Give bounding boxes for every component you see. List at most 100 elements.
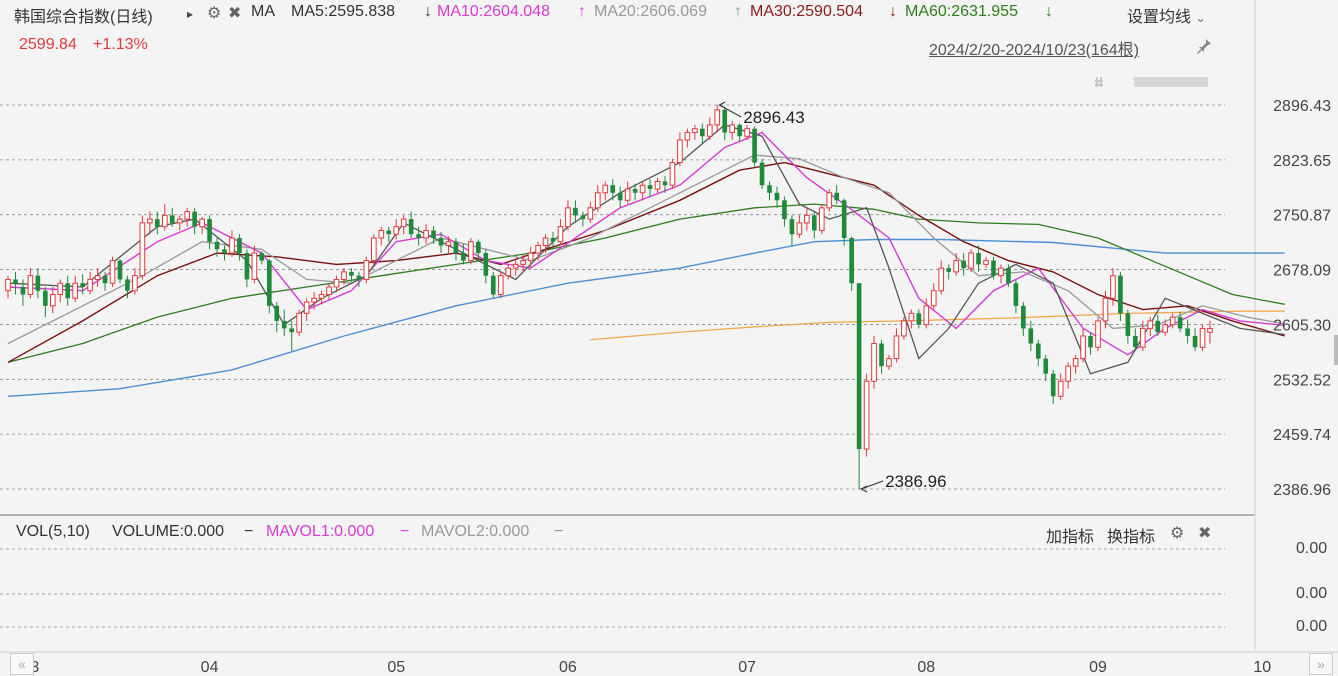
- vol-gear-icon[interactable]: ⚙: [1170, 525, 1185, 542]
- y-tick-label: 2386.96: [1273, 482, 1331, 499]
- candle-body: [856, 283, 862, 450]
- candle-body: [871, 343, 877, 382]
- candle-body: [1177, 317, 1183, 329]
- candle-body: [1185, 328, 1190, 336]
- candle-body: [946, 268, 952, 272]
- ma20-value: MA20:2606.069: [594, 3, 707, 20]
- candle-body: [938, 267, 945, 292]
- date-range[interactable]: 2024/2/20-2024/10/23(164根): [929, 42, 1139, 59]
- candle-body: [371, 237, 377, 262]
- y-tick-label: 2532.52: [1273, 372, 1331, 389]
- candle-body: [1050, 373, 1056, 397]
- play-icon[interactable]: ▸: [187, 7, 194, 21]
- vol-mavol2-dash: −: [554, 523, 564, 540]
- volume-grid: [0, 548, 1225, 628]
- ma10-arrow-icon: ↑: [578, 3, 586, 20]
- candle-body: [1065, 365, 1071, 382]
- double-chevron-right-icon: »: [1317, 656, 1325, 672]
- candle-body: [176, 218, 183, 224]
- candle-body: [27, 275, 34, 296]
- switch-indicator-button[interactable]: 换指标: [1107, 529, 1156, 546]
- candle-body: [378, 229, 385, 239]
- candle-body: [5, 278, 11, 292]
- chevron-down-icon: ⌄: [1195, 11, 1206, 25]
- candle-body: [669, 162, 676, 186]
- vol-volume: VOLUME:0.000: [112, 523, 225, 540]
- last-price: 2599.84: [19, 36, 77, 53]
- candle-body: [303, 301, 310, 314]
- price-grid: [0, 104, 1225, 490]
- pin-icon[interactable]: [1195, 37, 1213, 58]
- candle-body: [1043, 358, 1049, 374]
- candle-body: [729, 124, 736, 133]
- candle-body: [289, 328, 295, 333]
- candle-body: [20, 286, 26, 295]
- candle-body: [617, 192, 623, 201]
- candle-body: [155, 219, 160, 227]
- vol-tick-3: 0.00: [1296, 618, 1328, 635]
- candle-body: [237, 237, 242, 254]
- candle-body: [818, 207, 825, 231]
- candle-body: [886, 358, 892, 367]
- toolbar-strip: [1095, 77, 1208, 87]
- add-indicator-button[interactable]: 加指标: [1046, 529, 1095, 546]
- candle-body: [1169, 316, 1176, 326]
- ma20-arrow-icon: ↑: [734, 3, 742, 20]
- annotation-arrowhead: [859, 485, 868, 493]
- candle-body: [132, 275, 138, 292]
- candle-body: [244, 253, 250, 280]
- candle-body: [677, 139, 683, 164]
- candle-body: [587, 207, 594, 220]
- candle-body: [1057, 380, 1064, 397]
- close-icon[interactable]: ✖: [228, 5, 242, 22]
- scroll-left-button[interactable]: «: [10, 653, 34, 675]
- vol-mavol2: MAVOL2:0.000: [421, 523, 530, 540]
- candle-body: [863, 380, 870, 450]
- candle-body: [1162, 324, 1169, 333]
- vol-mavol1-dash: −: [400, 523, 410, 540]
- ma10-value: MA10:2604.048: [437, 3, 550, 20]
- candle-body: [400, 218, 407, 228]
- candle-body: [542, 237, 549, 247]
- candle-body: [1102, 297, 1109, 322]
- candle-body: [483, 253, 489, 276]
- candle-body: [1021, 305, 1026, 329]
- candle-body: [251, 252, 258, 280]
- candle-body: [266, 260, 272, 306]
- candle-body: [610, 185, 616, 193]
- candle-body: [1207, 328, 1213, 333]
- candle-body: [849, 237, 854, 284]
- vol-close-icon[interactable]: ✖: [1198, 525, 1212, 542]
- candle-body: [1006, 268, 1011, 284]
- candle-body: [296, 312, 302, 333]
- annotation-label: 2386.96: [885, 472, 946, 491]
- candle-body: [490, 275, 496, 295]
- candle-body: [49, 294, 56, 307]
- double-chevron-left-icon: «: [18, 656, 26, 672]
- scroll-handle[interactable]: [1334, 335, 1338, 365]
- candle-body: [125, 279, 130, 291]
- candle-body: [207, 219, 212, 242]
- annotation-label: 2896.43: [743, 108, 804, 127]
- x-tick-label: 07: [738, 659, 756, 676]
- gear-icon[interactable]: ⚙: [207, 5, 222, 22]
- candle-body: [274, 305, 280, 321]
- ma60-line: [7, 203, 1285, 363]
- candle-body: [497, 275, 504, 296]
- scroll-right-button[interactable]: »: [1309, 653, 1333, 675]
- candle-body: [908, 312, 915, 322]
- candle-body: [461, 253, 466, 261]
- candle-body: [594, 192, 601, 209]
- y-tick-label: 2750.87: [1273, 208, 1331, 225]
- vol-tick-2: 0.00: [1296, 585, 1328, 602]
- candle-body: [632, 188, 638, 193]
- candle-body: [72, 282, 79, 299]
- candle-body: [1125, 313, 1131, 336]
- candle-body: [1095, 320, 1101, 348]
- ma-label[interactable]: MA: [251, 3, 275, 20]
- settings-ma-button[interactable]: 设置均线 ⌄: [1127, 3, 1206, 27]
- candle-body: [923, 305, 930, 326]
- candle-body: [998, 267, 1004, 277]
- candle-body: [961, 260, 966, 269]
